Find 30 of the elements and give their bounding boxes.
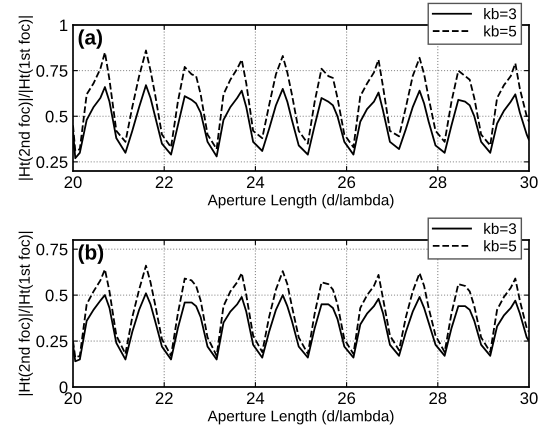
y-axis-title: |Ht(2nd foc)|/|Ht(1st foc)| [18,232,33,396]
x-tick-label: 28 [429,392,446,404]
legend-label: kb=5 [484,25,516,37]
x-tick-label: 26 [338,176,356,188]
x-tick-label: 26 [338,392,356,404]
y-tick-label: 0.5 [46,110,68,122]
x-tick-label: 28 [429,176,446,188]
legend-label: kb=5 [484,240,516,252]
x-tick-label: 24 [246,392,264,404]
x-tick-label: 30 [520,392,538,404]
y-tick-label: 0 [60,381,68,394]
x-tick-label: 22 [156,392,173,404]
y-tick-label: 0.25 [36,156,68,168]
y-axis-title: |Ht(2nd foc)|/|Ht(1st foc)| [18,16,33,180]
x-axis-title: Aperture Length (d/lambda) [208,410,394,424]
x-tick-label: 20 [64,176,82,188]
annotation: (a) [78,29,102,49]
x-tick-label: 24 [246,176,264,188]
y-tick-label: 1 [60,20,68,32]
x-tick-label: 20 [64,392,82,404]
x-axis-title: Aperture Length (d/lambda) [208,194,394,208]
annotation: (b) [78,244,104,264]
legend-label: kb=3 [484,8,516,20]
y-tick-label: 0.5 [46,290,68,302]
y-tick-label: 0.75 [36,65,68,77]
y-tick-label: 0.25 [36,335,68,348]
x-tick-label: 30 [520,176,538,188]
x-tick-label: 22 [156,176,173,188]
y-tick-label: 0.75 [36,244,68,256]
legend-label: kb=3 [484,222,516,234]
